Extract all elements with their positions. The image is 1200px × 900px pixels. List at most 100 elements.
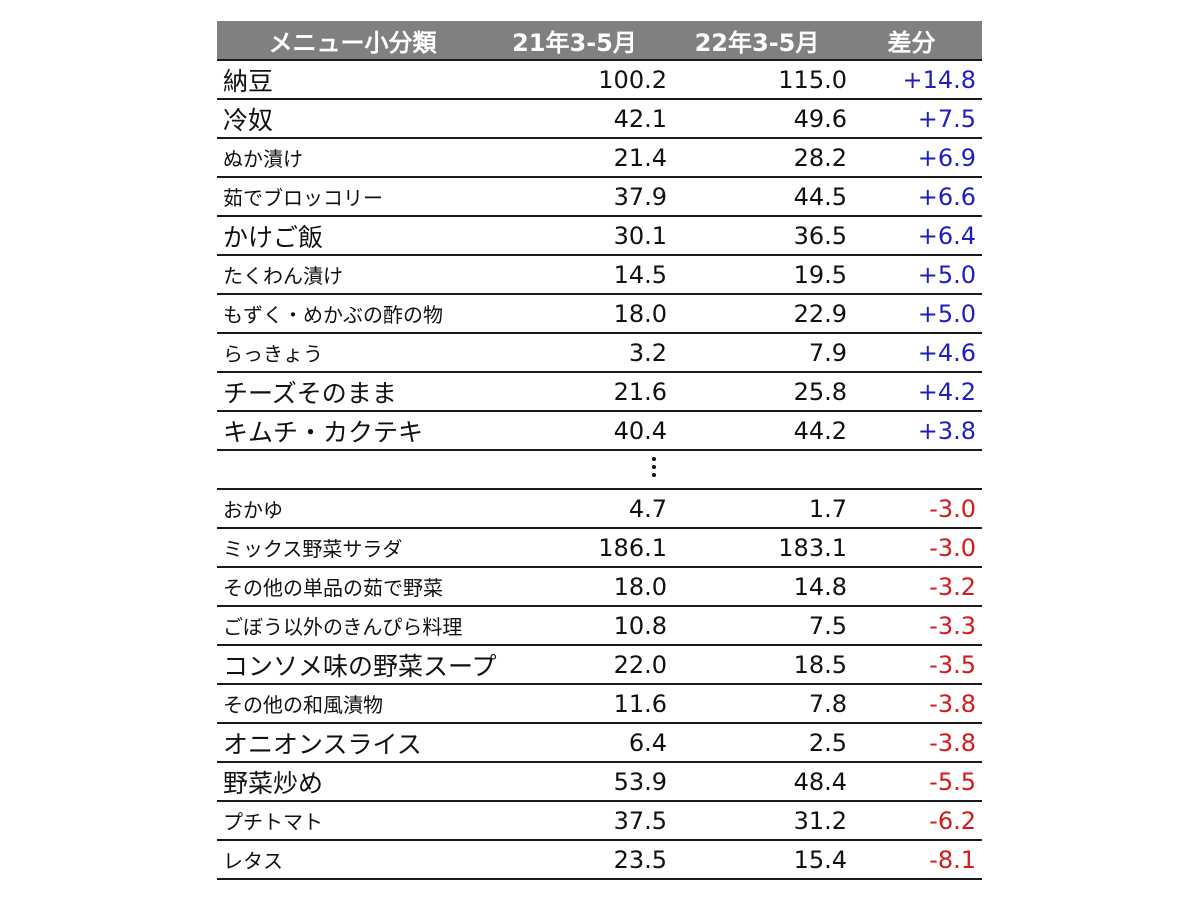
table-row: おかゆ 4.7 1.7 -3.0 (217, 490, 982, 529)
diff-cell: +6.6 (917, 182, 976, 211)
diff-cell: +14.8 (902, 65, 976, 94)
ellipsis-row (217, 451, 982, 490)
menu-name-cell: おかゆ (223, 498, 283, 522)
table-row: 茹でブロッコリー 37.9 44.5 +6.6 (217, 178, 982, 217)
value-2022-cell: 25.8 (793, 377, 847, 406)
menu-name-cell: その他の単品の茹で野菜 (223, 576, 443, 600)
table-row: ぬか漬け 21.4 28.2 +6.9 (217, 139, 982, 178)
diff-cell: +7.5 (917, 104, 976, 133)
diff-cell: +6.9 (917, 143, 976, 172)
table-row: かけご飯 30.1 36.5 +6.4 (217, 217, 982, 256)
table-row: らっきょう 3.2 7.9 +4.6 (217, 334, 982, 373)
table-row: その他の和風漬物 11.6 7.8 -3.8 (217, 685, 982, 724)
table-row: キムチ・カクテキ 40.4 44.2 +3.8 (217, 412, 982, 451)
menu-name-cell: たくわん漬け (223, 264, 343, 288)
value-2022-cell: 36.5 (793, 221, 847, 250)
value-2022-cell: 115.0 (778, 65, 847, 94)
menu-name-cell: ごぼう以外のきんぴら料理 (223, 615, 463, 639)
value-2022-cell: 49.6 (793, 104, 847, 133)
table-row: 納豆 100.2 115.0 +14.8 (217, 61, 982, 100)
table-row: チーズそのまま 21.6 25.8 +4.2 (217, 373, 982, 412)
diff-cell: +6.4 (917, 221, 976, 250)
table-row: 冷奴 42.1 49.6 +7.5 (217, 100, 982, 139)
value-2021-cell: 4.7 (628, 494, 667, 523)
table-row: 野菜炒め 53.9 48.4 -5.5 (217, 763, 982, 802)
menu-name-cell: 野菜炒め (223, 768, 324, 798)
diff-cell: +4.6 (917, 338, 976, 367)
vertical-ellipsis-icon (647, 453, 661, 483)
diff-cell: -3.5 (929, 650, 976, 679)
value-2021-cell: 6.4 (628, 728, 667, 757)
table-row: ごぼう以外のきんぴら料理 10.8 7.5 -3.3 (217, 607, 982, 646)
value-2022-cell: 18.5 (793, 650, 847, 679)
value-2021-cell: 3.2 (628, 338, 667, 367)
diff-cell: -6.2 (929, 806, 976, 835)
diff-cell: -3.0 (929, 533, 976, 562)
menu-name-cell: キムチ・カクテキ (223, 417, 424, 447)
menu-name-cell: レタス (223, 849, 283, 873)
value-2021-cell: 100.2 (598, 65, 667, 94)
table-row: コンソメ味の野菜スープ 22.0 18.5 -3.5 (217, 646, 982, 685)
header-diff: 差分 (887, 28, 936, 57)
value-2021-cell: 40.4 (613, 416, 667, 445)
value-2022-cell: 44.5 (793, 182, 847, 211)
increase-rows: 納豆 100.2 115.0 +14.8 冷奴 42.1 49.6 +7.5 ぬか漬け 21.4 2… (217, 61, 982, 451)
diff-cell: +3.8 (917, 416, 976, 445)
table-header: メニュー小分類 21年3-5月 22年3-5月 差分 (217, 21, 982, 61)
table-row: レタス 23.5 15.4 -8.1 (217, 841, 982, 880)
menu-name-cell: らっきょう (223, 342, 323, 366)
table-row: オニオンスライス 6.4 2.5 -3.8 (217, 724, 982, 763)
value-2022-cell: 19.5 (793, 260, 847, 289)
diff-cell: +5.0 (917, 299, 976, 328)
menu-name-cell: かけご飯 (223, 222, 324, 252)
value-2022-cell: 7.9 (808, 338, 847, 367)
value-2021-cell: 186.1 (598, 533, 667, 562)
menu-name-cell: チーズそのまま (223, 378, 397, 408)
value-2022-cell: 2.5 (808, 728, 847, 757)
table-row: ミックス野菜サラダ 186.1 183.1 -3.0 (217, 529, 982, 568)
diff-cell: -3.3 (929, 611, 976, 640)
value-2021-cell: 30.1 (613, 221, 667, 250)
value-2021-cell: 53.9 (613, 767, 667, 796)
table-row: その他の単品の茹で野菜 18.0 14.8 -3.2 (217, 568, 982, 607)
value-2022-cell: 7.8 (808, 689, 847, 718)
value-2022-cell: 48.4 (793, 767, 847, 796)
value-2021-cell: 42.1 (613, 104, 667, 133)
value-2021-cell: 10.8 (613, 611, 667, 640)
value-2021-cell: 11.6 (613, 689, 667, 718)
value-2022-cell: 14.8 (793, 572, 847, 601)
table-row: プチトマト 37.5 31.2 -6.2 (217, 802, 982, 841)
value-2022-cell: 44.2 (793, 416, 847, 445)
table-row: たくわん漬け 14.5 19.5 +5.0 (217, 256, 982, 295)
decrease-rows: おかゆ 4.7 1.7 -3.0 ミックス野菜サラダ 186.1 183.1 -3.0 その他の… (217, 490, 982, 880)
menu-name-cell: その他の和風漬物 (223, 693, 383, 717)
diff-cell: +4.2 (917, 377, 976, 406)
value-2022-cell: 15.4 (793, 845, 847, 874)
value-2021-cell: 18.0 (613, 299, 667, 328)
diff-cell: -3.8 (929, 728, 976, 757)
value-2022-cell: 31.2 (793, 806, 847, 835)
value-2021-cell: 21.6 (613, 377, 667, 406)
header-2021: 21年3-5月 (512, 28, 637, 57)
value-2022-cell: 22.9 (793, 299, 847, 328)
value-2021-cell: 18.0 (613, 572, 667, 601)
diff-cell: -5.5 (929, 767, 976, 796)
diff-cell: +5.0 (917, 260, 976, 289)
menu-name-cell: ぬか漬け (223, 147, 303, 171)
header-menu-category: メニュー小分類 (268, 28, 437, 57)
value-2021-cell: 37.9 (613, 182, 667, 211)
menu-name-cell: プチトマト (223, 810, 323, 834)
value-2021-cell: 37.5 (613, 806, 667, 835)
value-2021-cell: 22.0 (613, 650, 667, 679)
header-2022: 22年3-5月 (694, 28, 820, 57)
menu-name-cell: 納豆 (223, 66, 274, 96)
menu-change-table: メニュー小分類 21年3-5月 22年3-5月 差分 納豆 100.2 115.0 +… (217, 21, 982, 880)
value-2021-cell: 14.5 (613, 260, 667, 289)
menu-name-cell: ミックス野菜サラダ (223, 537, 403, 561)
value-2022-cell: 7.5 (808, 611, 847, 640)
value-2022-cell: 183.1 (778, 533, 847, 562)
menu-name-cell: 冷奴 (223, 105, 274, 135)
value-2021-cell: 21.4 (613, 143, 667, 172)
value-2022-cell: 28.2 (793, 143, 847, 172)
diff-cell: -3.0 (929, 494, 976, 523)
